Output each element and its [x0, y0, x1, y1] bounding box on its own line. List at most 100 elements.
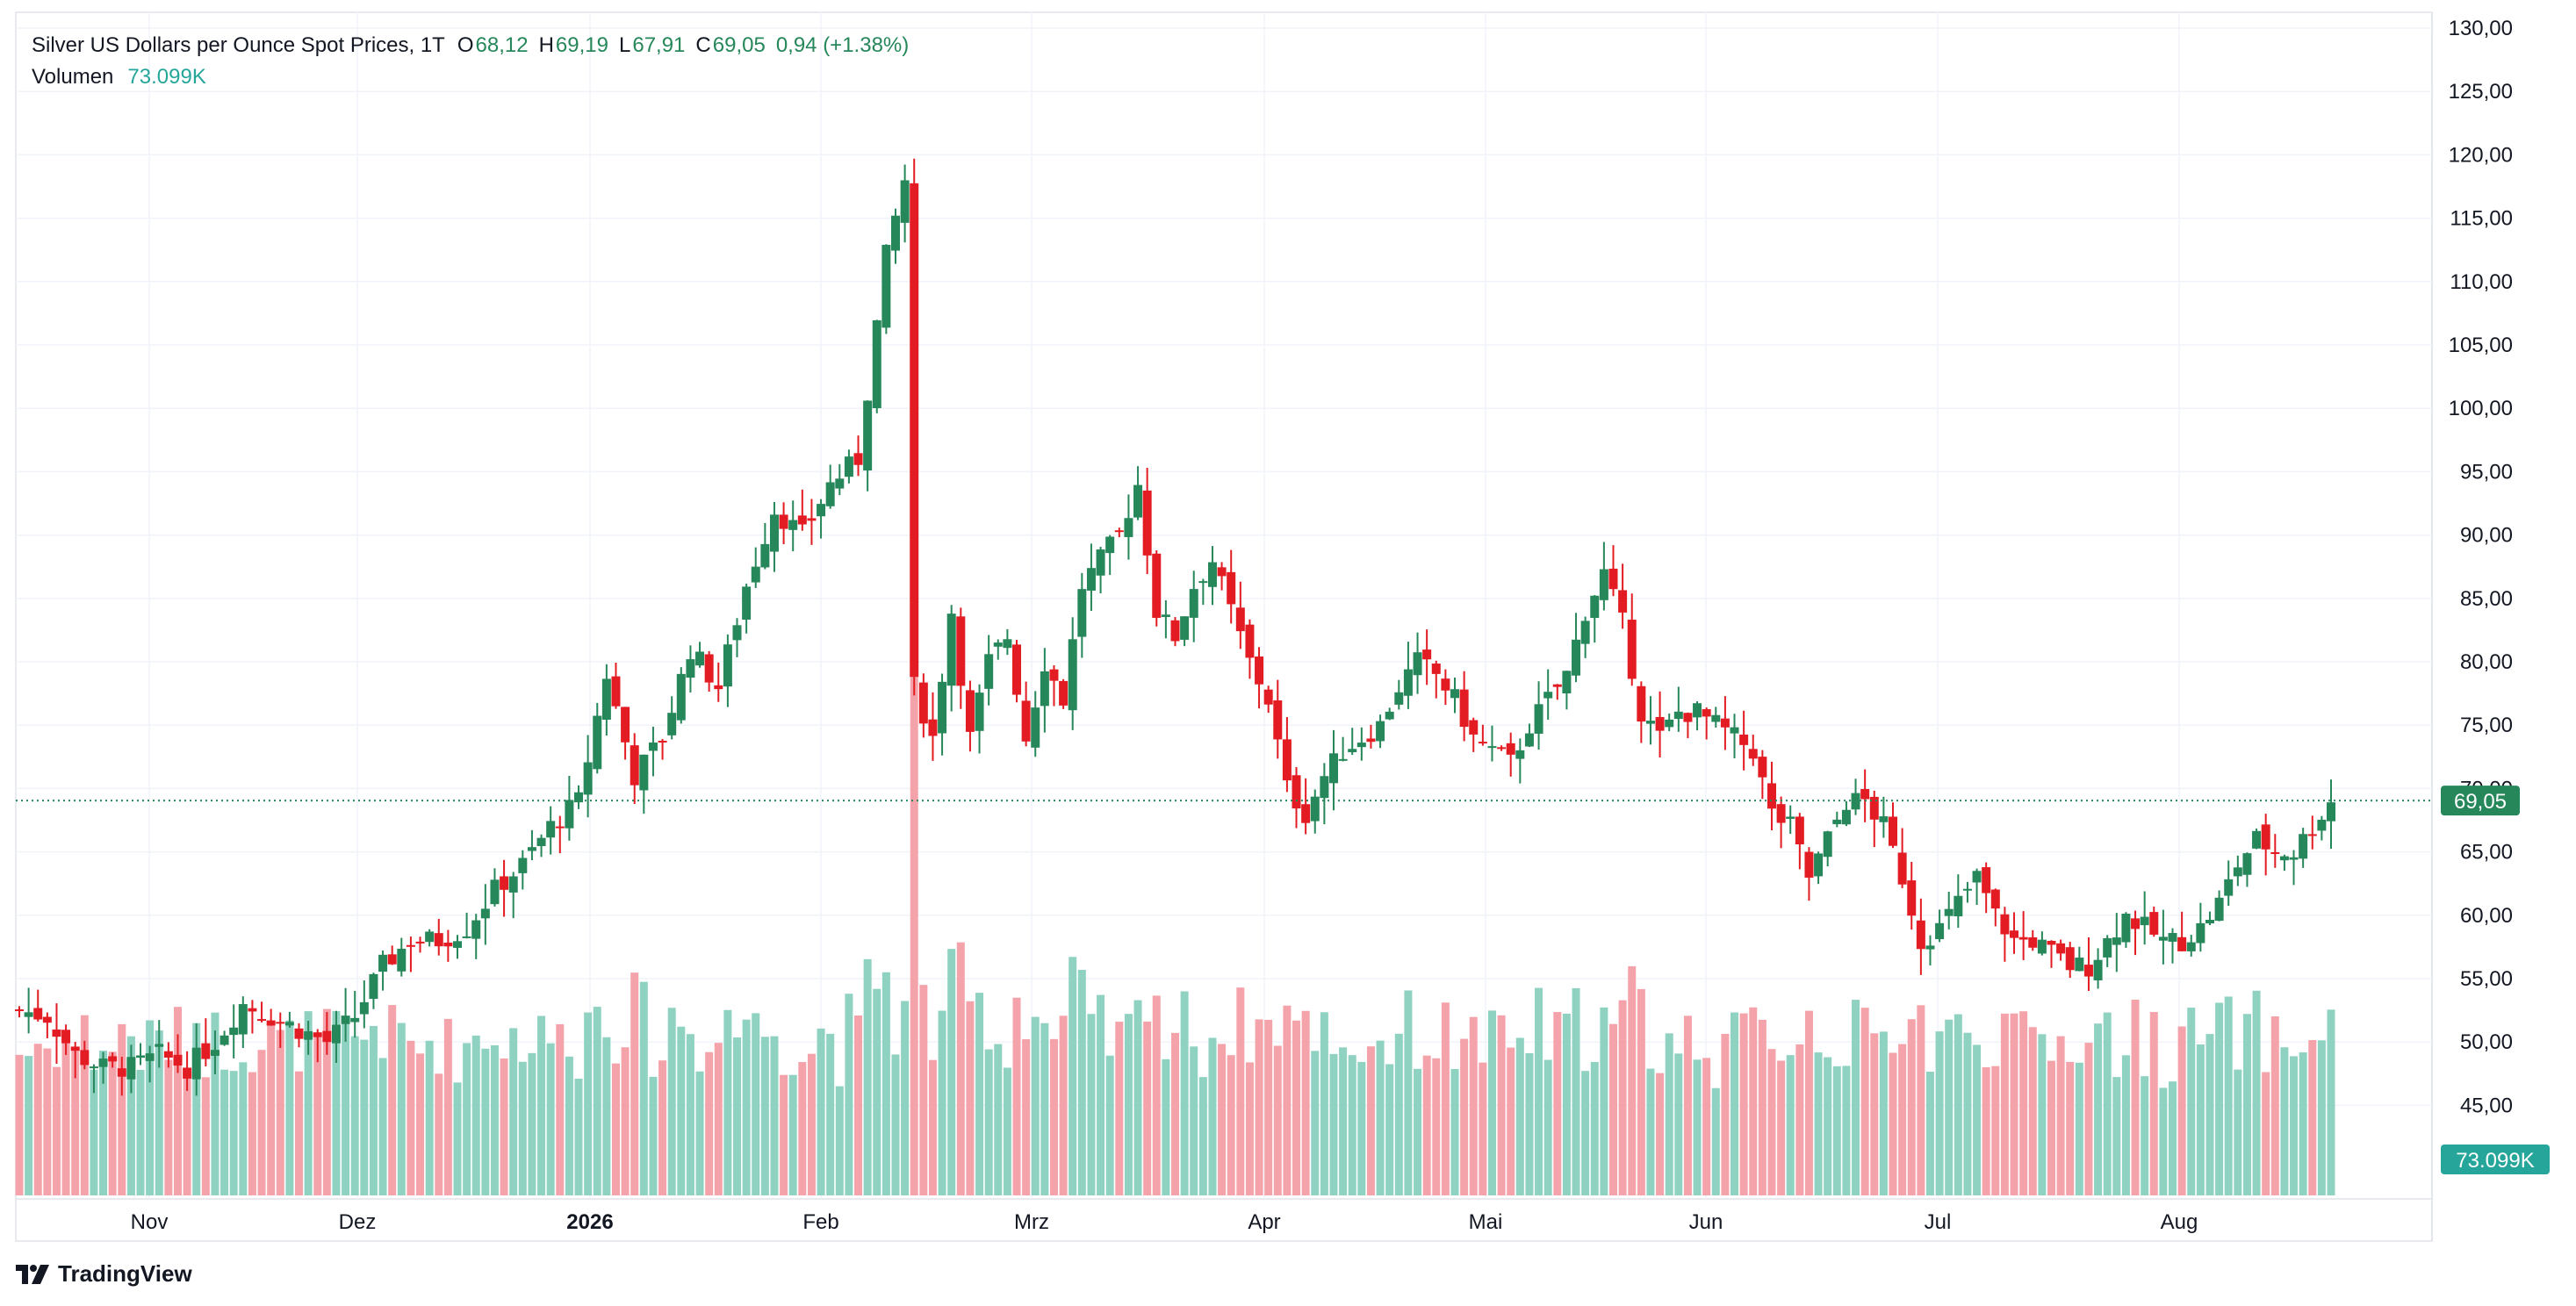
tradingview-logo[interactable]: TradingView [16, 1260, 192, 1288]
candle-body [1086, 568, 1096, 591]
candle-body [2327, 802, 2335, 822]
volume-bar [919, 985, 928, 1195]
candle-body [2103, 937, 2112, 958]
candle-body [946, 614, 956, 686]
open-value: 68,12 [475, 33, 529, 57]
candle-body [425, 931, 435, 943]
volume-bar [1394, 1033, 1403, 1195]
candle-body [835, 478, 845, 489]
volume-bar [788, 1074, 797, 1195]
volume-bar [1562, 1013, 1571, 1195]
volume-bar [1656, 1073, 1665, 1195]
candle-body [536, 837, 546, 847]
volume-bar [211, 1012, 219, 1195]
volume-bar [760, 1037, 769, 1195]
candle-body [331, 1024, 341, 1044]
volume-bar [956, 942, 965, 1195]
candle-body [1637, 685, 1646, 722]
volume-bar [2308, 1040, 2317, 1195]
volume-bar [267, 1024, 276, 1195]
candle-body [52, 1030, 61, 1037]
volume-bar [752, 1013, 760, 1195]
candle-body [732, 625, 742, 641]
volume-bar [1311, 1051, 1320, 1195]
candle-body [126, 1057, 136, 1080]
volume-bar [2149, 1012, 2158, 1195]
candle-body [2056, 943, 2066, 954]
time-tick-label: Nov [131, 1210, 169, 1234]
volume-bar [835, 1086, 844, 1195]
volume-bar [1982, 1066, 1990, 1195]
time-tick-label: Mai [1469, 1210, 1503, 1234]
candle-body [2028, 936, 2038, 948]
volume-bar [99, 1051, 108, 1195]
volume-bar [1832, 1066, 1841, 1195]
candle-body [1907, 880, 1917, 916]
volume-bar [173, 1007, 182, 1195]
price-tick-label: 50,00 [2460, 1030, 2513, 1054]
candle-body [1599, 569, 1608, 600]
candle-body [667, 713, 677, 736]
candle-body [704, 654, 714, 683]
volume-bar [1515, 1037, 1524, 1195]
price-tick-label: 80,00 [2460, 650, 2513, 674]
volume-bar [845, 994, 853, 1195]
volume-bar [500, 1058, 508, 1195]
candle-body [2158, 936, 2168, 941]
candle-body [1962, 888, 1972, 891]
volume-bar [1479, 1062, 1487, 1195]
volume-bar [1991, 1066, 2000, 1195]
candle-body [462, 936, 471, 938]
volume-bar [2177, 1026, 2186, 1195]
volume-row: Volumen 73.099K [32, 61, 919, 93]
candle-body [760, 543, 770, 568]
candle-body [630, 745, 639, 786]
volume-bar [1767, 1049, 1776, 1195]
candle-body [1655, 716, 1665, 731]
candle-body [1497, 747, 1507, 750]
volume-bar [1198, 1077, 1207, 1195]
candle-body [1823, 831, 1832, 858]
candle-body [1403, 669, 1413, 696]
volume-label[interactable]: Volumen [32, 65, 114, 89]
close-label: C [695, 33, 711, 57]
candle-body [2242, 853, 2252, 875]
volume-bar [807, 1053, 816, 1195]
candle-body [695, 651, 705, 666]
candle-body [1860, 788, 1870, 800]
volume-bar [723, 1009, 732, 1195]
candle-body [2131, 918, 2141, 929]
candle-body [2112, 937, 2121, 945]
volume-bar [881, 972, 890, 1195]
candle-body [434, 933, 443, 947]
candle-body [24, 1012, 33, 1017]
volume-bar [1208, 1037, 1217, 1195]
volume-bar [518, 1061, 527, 1195]
volume-bar [1870, 1033, 1879, 1195]
volume-bar [1218, 1044, 1227, 1195]
candle-body [1161, 614, 1170, 618]
last-price-badge: 69,05 [2441, 786, 2520, 816]
volume-bar [1124, 1014, 1133, 1195]
volume-bar [863, 958, 872, 1195]
candle-body [751, 566, 760, 583]
candle-body [480, 908, 490, 919]
volume-bar [1255, 1019, 1263, 1195]
volume-bar [1925, 1072, 1934, 1195]
volume-bar [1842, 1066, 1851, 1195]
volume-bar [155, 1030, 163, 1195]
candle-body [238, 1004, 248, 1035]
symbol-title[interactable]: Silver US Dollars per Ounce Spot Prices,… [32, 33, 445, 57]
volume-bar [2280, 1047, 2289, 1195]
volume-bar [2262, 1072, 2270, 1195]
volume-bar [407, 1040, 415, 1195]
volume-bar [1133, 1000, 1142, 1195]
volume-bar [397, 1023, 406, 1195]
candle-body [294, 1028, 304, 1039]
chart-grid [15, 11, 2433, 1242]
volume-bar [556, 1023, 565, 1195]
candle-body [1897, 852, 1907, 885]
candle-body [1730, 727, 1739, 734]
volume-bar [2290, 1056, 2299, 1195]
